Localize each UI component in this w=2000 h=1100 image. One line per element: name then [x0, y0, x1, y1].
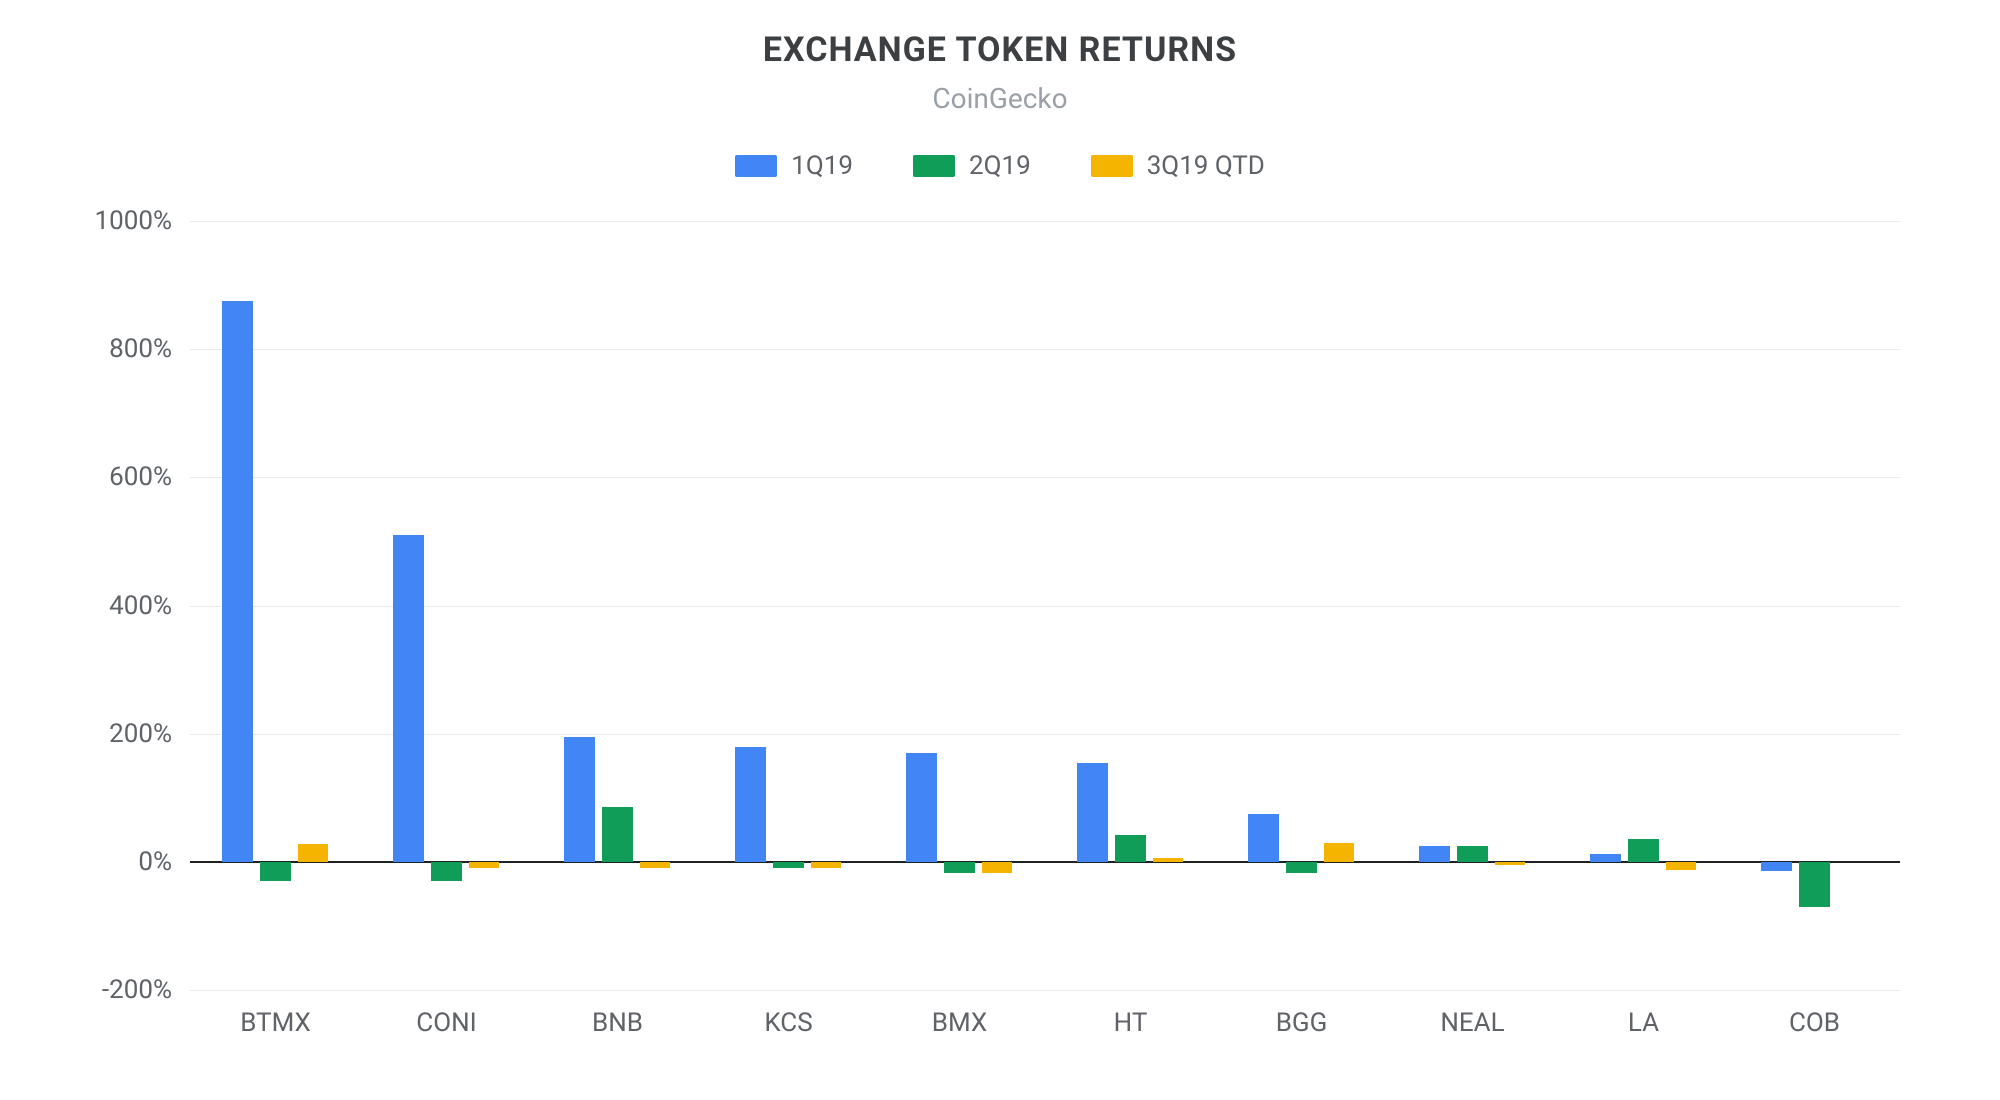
bar — [640, 862, 671, 868]
legend-item: 3Q19 QTD — [1091, 151, 1265, 181]
legend-label: 1Q19 — [791, 151, 853, 181]
legend-swatch — [913, 155, 955, 177]
x-tick-label: BTMX — [240, 1008, 311, 1038]
legend-swatch — [735, 155, 777, 177]
y-tick-label: -200% — [102, 975, 172, 1005]
bar — [1286, 862, 1317, 874]
bar — [298, 844, 329, 862]
bar — [1153, 858, 1184, 862]
bar — [1457, 846, 1488, 862]
bar — [735, 747, 766, 862]
bar — [222, 301, 253, 862]
y-tick-label: 400% — [109, 591, 172, 621]
y-tick-label: 200% — [109, 719, 172, 749]
bar — [469, 862, 500, 868]
bar — [1419, 846, 1450, 862]
x-tick-label: COB — [1789, 1008, 1840, 1038]
gridline — [190, 990, 1900, 991]
x-tick-label: BGG — [1276, 1008, 1328, 1038]
legend-label: 3Q19 QTD — [1147, 151, 1265, 181]
bar — [1324, 843, 1355, 862]
y-tick-label: 600% — [109, 462, 172, 492]
bar — [811, 862, 842, 868]
bar — [393, 535, 424, 862]
x-tick-label: BMX — [932, 1008, 987, 1038]
x-tick-label: BNB — [592, 1008, 643, 1038]
legend-item: 2Q19 — [913, 151, 1031, 181]
y-tick-label: 800% — [109, 334, 172, 364]
legend-label: 2Q19 — [969, 151, 1031, 181]
chart-subtitle: CoinGecko — [60, 82, 1940, 115]
bar — [773, 862, 804, 868]
bar — [431, 862, 462, 881]
bar — [1115, 835, 1146, 862]
bar — [260, 862, 291, 881]
chart-title: EXCHANGE TOKEN RETURNS — [60, 30, 1940, 70]
bar — [1590, 854, 1621, 862]
bar — [602, 807, 633, 861]
legend-swatch — [1091, 155, 1133, 177]
chart-plot-area: -200%0%200%400%600%800%1000% BTMXCONIBNB… — [190, 221, 1900, 990]
x-tick-label: CONI — [416, 1008, 476, 1038]
bar — [1248, 814, 1279, 862]
bar — [1799, 862, 1830, 907]
bar — [564, 737, 595, 862]
x-tick-label: KCS — [764, 1008, 812, 1038]
bar — [944, 862, 975, 874]
bar — [1628, 839, 1659, 861]
bar — [1077, 763, 1108, 862]
y-tick-label: 0% — [138, 847, 172, 877]
bar — [1761, 862, 1792, 872]
bar — [906, 753, 937, 862]
legend: 1Q19 2Q19 3Q19 QTD — [60, 151, 1940, 181]
y-tick-label: 1000% — [95, 206, 173, 236]
x-tick-label: NEAL — [1440, 1008, 1504, 1038]
bar — [1495, 862, 1526, 865]
bar — [982, 862, 1013, 874]
x-tick-label: LA — [1628, 1008, 1659, 1038]
legend-item: 1Q19 — [735, 151, 853, 181]
bar — [1666, 862, 1697, 870]
x-tick-label: HT — [1114, 1008, 1148, 1038]
